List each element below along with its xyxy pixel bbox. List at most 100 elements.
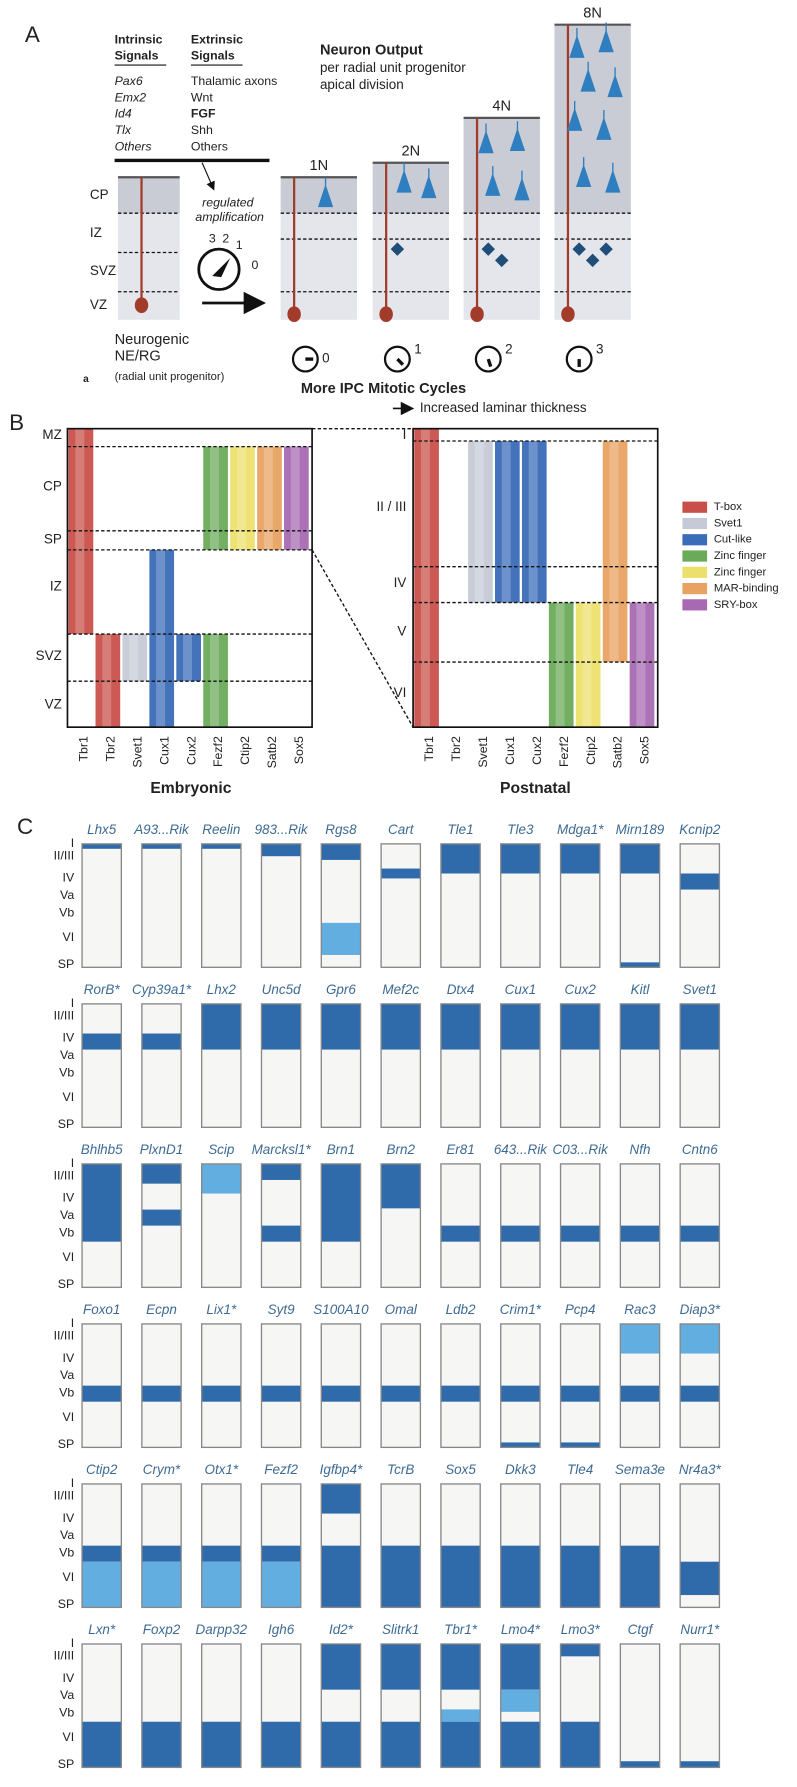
gene-name: Lix1* — [206, 1302, 237, 1317]
gene-name: Tbr1* — [444, 1622, 478, 1637]
gene-name: Foxo1 — [83, 1302, 120, 1317]
progenitor-label: Neurogenic — [115, 332, 190, 348]
legend-label: SRY-box — [714, 599, 758, 611]
expression-band — [680, 1324, 719, 1354]
gene-label: Cux2 — [530, 736, 544, 765]
layer-label: VI — [63, 1090, 75, 1104]
gene-label: Cux1 — [503, 736, 517, 765]
extrinsic-signal: Thalamic axons — [191, 74, 277, 88]
gene-name: Igh6 — [268, 1622, 295, 1637]
expression-band — [321, 1004, 360, 1050]
amplification-text: amplification — [195, 210, 264, 224]
gene-name: Omal — [385, 1302, 418, 1317]
expression-band — [321, 844, 360, 860]
gene-box — [680, 1644, 719, 1767]
layer-label: SP — [44, 531, 62, 546]
expression-band — [381, 1644, 420, 1690]
dial-number: 0 — [251, 258, 258, 272]
gene-name: Syt9 — [268, 1302, 295, 1317]
gene-name: Kitl — [631, 982, 651, 997]
dial — [199, 249, 239, 289]
expression-band — [620, 1761, 659, 1767]
gene-name: Rgs8 — [325, 822, 357, 837]
expression-band — [381, 1386, 420, 1402]
intrinsic-signal: Pax6 — [115, 74, 143, 88]
layer-label: IV — [63, 1511, 75, 1525]
output-text: per radial unit progenitor — [320, 60, 466, 75]
expression-band — [82, 1722, 121, 1768]
gene-label: Satb2 — [265, 736, 279, 768]
panel-label: A — [25, 22, 40, 47]
expression-band — [561, 1226, 600, 1242]
layer-label: Vb — [59, 905, 74, 919]
cycle-number: 0 — [322, 351, 329, 366]
extrinsic-signal: Shh — [191, 123, 213, 137]
gene-label: Tbr1 — [422, 736, 436, 761]
expression-band — [680, 873, 719, 889]
gene-name: Svet1 — [683, 982, 717, 997]
figure: AIntrinsicExtrinsicSignalsSignalsPax6Emx… — [0, 0, 797, 1782]
layer-label: II/III — [54, 1169, 75, 1183]
expression-band — [381, 869, 420, 879]
bar-highlight — [583, 603, 592, 728]
layer-label: SP — [58, 1117, 74, 1131]
gene-name: Pcp4 — [565, 1302, 596, 1317]
gene-label: Svet1 — [476, 736, 490, 768]
gene-name: Fezf2 — [264, 1462, 298, 1477]
gene-name: Marcksl1* — [252, 1142, 312, 1157]
expression-band — [202, 1722, 241, 1768]
gene-label: Sox5 — [638, 736, 652, 764]
dial-number: 1 — [236, 238, 243, 252]
expression-band — [261, 1546, 300, 1562]
bar-highlight — [475, 441, 484, 603]
expression-band — [441, 1709, 480, 1721]
legend-swatch — [682, 567, 707, 578]
bar-highlight — [529, 441, 538, 603]
gene-name: Tle4 — [567, 1462, 593, 1477]
cp-region — [281, 177, 357, 213]
gene-name: 983...Rik — [255, 822, 309, 837]
intrinsic-signal: Tlx — [115, 123, 132, 137]
expression-band — [321, 923, 360, 955]
bar-highlight — [636, 603, 645, 728]
progenitor-cell — [287, 306, 300, 322]
gene-name: Igfbp4* — [320, 1462, 363, 1477]
expression-band — [321, 1722, 360, 1768]
expression-band — [261, 1164, 300, 1180]
gene-name: Sox5 — [445, 1462, 476, 1477]
layer-label: Va — [60, 1688, 74, 1702]
layer-label: Vb — [59, 1385, 74, 1399]
expression-band — [82, 1164, 121, 1242]
gene-name: Ctgf — [628, 1622, 654, 1637]
sublabel: a — [83, 374, 89, 385]
layer-label: SP — [58, 1437, 74, 1451]
bar-highlight — [291, 447, 300, 550]
expression-band — [202, 1546, 241, 1562]
gene-name: PlxnD1 — [140, 1142, 183, 1157]
expression-band — [142, 1546, 181, 1562]
layer-label: IZ — [50, 578, 62, 593]
gene-name: A93...Rik — [133, 822, 190, 837]
expression-band — [561, 1004, 600, 1050]
bar-highlight — [183, 634, 192, 681]
expression-band — [561, 1442, 600, 1447]
legend-swatch — [682, 599, 707, 610]
layer-label: SP — [58, 1597, 74, 1611]
expression-band — [381, 1722, 420, 1768]
expression-band — [680, 1386, 719, 1402]
gene-name: Mdga1* — [557, 822, 604, 837]
legend-swatch — [682, 502, 707, 513]
layer-label: VI — [63, 1250, 75, 1264]
expression-band — [441, 1644, 480, 1690]
gene-box — [680, 844, 719, 967]
bar-highlight — [609, 441, 618, 662]
gene-label: Tbr2 — [103, 736, 117, 761]
expression-band — [680, 1761, 719, 1767]
cp-region — [373, 163, 449, 213]
layer-label: CP — [43, 479, 62, 494]
expression-band — [501, 1386, 540, 1402]
expression-band — [321, 1546, 360, 1608]
panel-title: Postnatal — [500, 780, 571, 797]
expression-band — [82, 1546, 121, 1562]
gene-box — [142, 844, 181, 967]
